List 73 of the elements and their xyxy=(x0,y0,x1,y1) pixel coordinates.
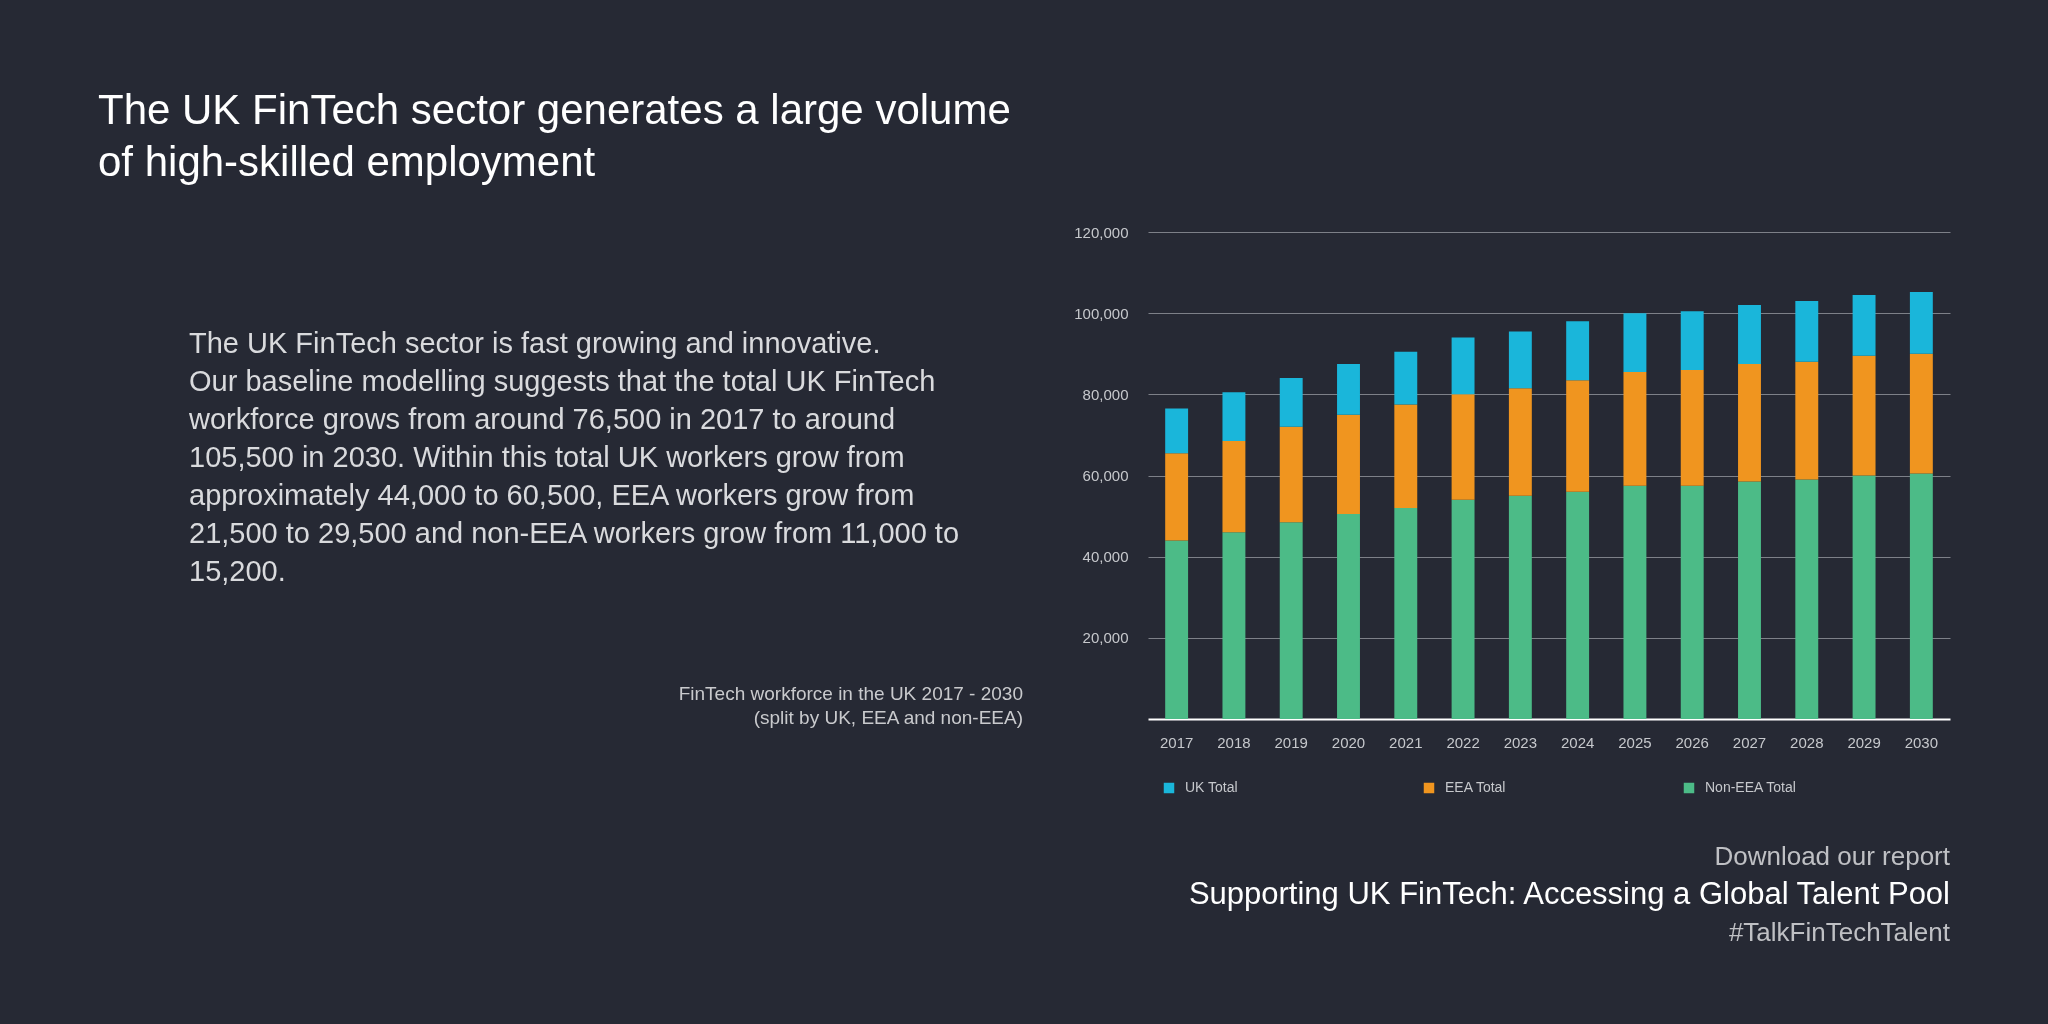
bar xyxy=(1279,378,1303,427)
bar xyxy=(1508,495,1532,719)
y-tick-label: 20,000 xyxy=(1082,629,1129,647)
bar xyxy=(1222,392,1246,441)
text: FinTech workforce in the UK 2017 - 2030 xyxy=(678,683,1023,704)
legend-label: UK Total xyxy=(1185,779,1238,795)
x-tick-label: 2030 xyxy=(1904,733,1939,751)
bar xyxy=(1738,305,1761,364)
bar xyxy=(1222,441,1246,533)
bar xyxy=(1279,522,1303,719)
bar xyxy=(1795,361,1819,480)
text: Supporting UK FinTech: Accessing a Global Talent Pool xyxy=(1188,876,1950,911)
bar xyxy=(1394,351,1418,405)
bar xyxy=(1508,388,1532,496)
bar xyxy=(1852,294,1876,356)
bar xyxy=(1394,404,1418,508)
x-tick-label: 2022 xyxy=(1446,733,1480,751)
x-tick-label: 2027 xyxy=(1732,733,1767,751)
bar xyxy=(1451,499,1475,719)
text: Our baseline modelling suggests that the total UK FinTech workforce grows from around 76,500 in 2017 to around 105,500 in 2030. Within this total UK workers grow from approximately 44,000 to 60,500, EEA workers grow from 21,500 to 29,500 and non-EEA workers grow from 11,000 to 15,200. xyxy=(188,365,960,587)
x-tick-label: 2026 xyxy=(1675,733,1709,751)
bar xyxy=(1623,372,1647,486)
y-tick-label: 40,000 xyxy=(1082,548,1129,566)
bar xyxy=(1566,491,1590,719)
text: Download our report xyxy=(1714,841,1951,871)
x-tick-label: 2023 xyxy=(1503,733,1538,751)
bar xyxy=(1451,394,1475,500)
bar xyxy=(1566,380,1590,492)
bar xyxy=(1222,532,1246,719)
bar xyxy=(1623,313,1647,373)
bar xyxy=(1337,363,1360,415)
bar xyxy=(1337,414,1360,515)
text: The UK FinTech sector is fast growing and innovative. xyxy=(189,327,881,359)
bar xyxy=(1337,514,1360,719)
bar xyxy=(1738,363,1761,482)
x-tick-label: 2019 xyxy=(1274,733,1308,751)
legend-label: EEA Total xyxy=(1445,779,1506,795)
bar xyxy=(1852,475,1876,719)
x-tick-label: 2025 xyxy=(1618,733,1652,751)
bar xyxy=(1165,408,1189,454)
bar xyxy=(1165,453,1189,541)
bar xyxy=(1680,311,1704,370)
y-tick-label: 60,000 xyxy=(1082,467,1129,484)
x-tick-label: 2021 xyxy=(1389,733,1423,751)
bar xyxy=(1909,292,1933,354)
bar xyxy=(1508,331,1532,389)
x-tick-label: 2024 xyxy=(1560,733,1595,751)
y-tick-label: 120,000 xyxy=(1074,223,1129,241)
bar xyxy=(1680,369,1704,486)
text: The UK FinTech sector generates a large volume of high-skilled employment xyxy=(98,86,1011,185)
y-tick-label: 100,000 xyxy=(1074,304,1129,322)
text: (split by UK, EEA and non-EEA) xyxy=(753,707,1023,728)
x-tick-label: 2018 xyxy=(1217,733,1251,751)
x-tick-label: 2028 xyxy=(1790,733,1824,751)
bar xyxy=(1165,540,1189,719)
x-tick-label: 2017 xyxy=(1159,733,1194,751)
x-tick-label: 2020 xyxy=(1331,733,1366,751)
bar xyxy=(1623,485,1647,719)
y-tick-label: 80,000 xyxy=(1082,385,1129,403)
bar xyxy=(1852,355,1876,476)
text: #TalkFinTechTalent xyxy=(1728,917,1951,947)
bar xyxy=(1795,479,1819,719)
bar xyxy=(1680,485,1704,719)
bar xyxy=(1909,473,1933,719)
x-tick-label: 2029 xyxy=(1847,733,1881,751)
bar xyxy=(1795,300,1819,362)
bar xyxy=(1566,321,1590,381)
bar xyxy=(1738,481,1761,719)
bar xyxy=(1394,507,1418,719)
bar xyxy=(1279,426,1303,523)
bar xyxy=(1909,353,1933,474)
bar xyxy=(1451,337,1475,395)
legend-label: Non-EEA Total xyxy=(1705,779,1796,795)
